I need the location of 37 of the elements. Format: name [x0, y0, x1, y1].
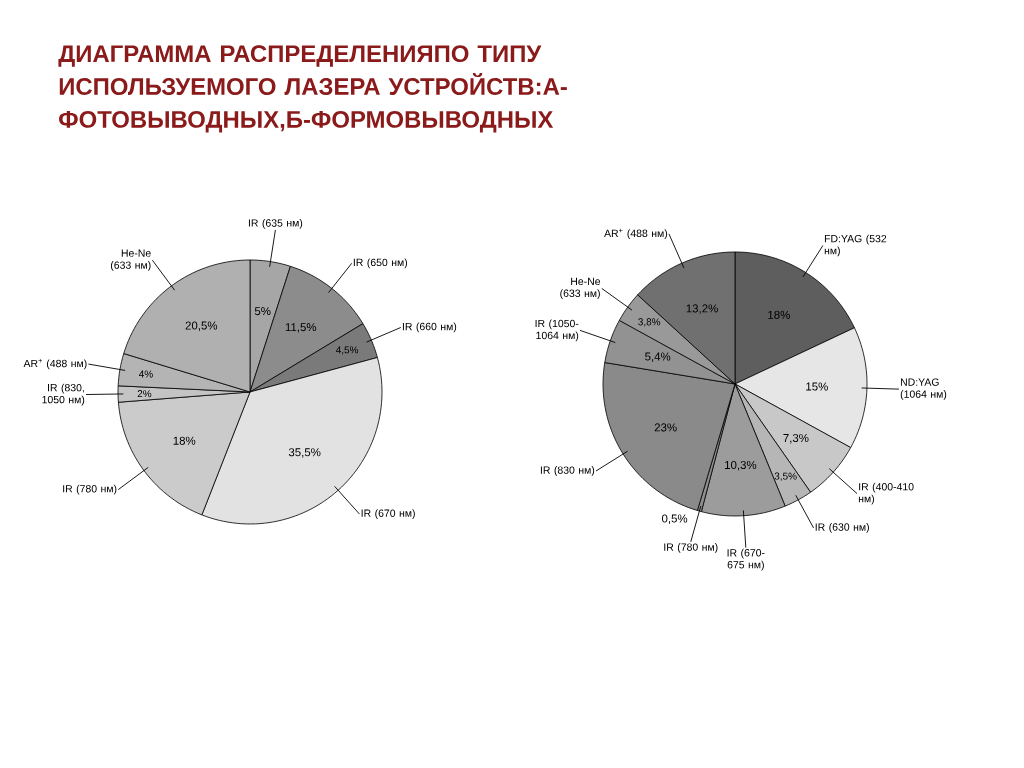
- data-label: 4,5%: [335, 346, 359, 355]
- data-label: 5,4%: [645, 352, 671, 362]
- data-label: 18%: [768, 310, 790, 319]
- data-label: 18%: [173, 436, 196, 445]
- data-label: 4%: [138, 370, 153, 378]
- slice-label: IR (670 нм): [361, 509, 415, 519]
- data-label: 7,3%: [783, 433, 809, 444]
- slice-label: IR (650 нм): [353, 258, 408, 269]
- slice-label: IR (830, 1050 нм): [42, 383, 85, 406]
- data-label: 35,5%: [288, 448, 321, 458]
- slice-label: He-Ne (633 нм): [110, 249, 151, 271]
- data-label: 5%: [254, 307, 271, 316]
- slice-label: IR (400-410 нм): [858, 482, 914, 505]
- slice-label: IR (780 нм): [664, 543, 718, 553]
- slice-label: ND:YAG (1064 нм): [900, 378, 947, 400]
- slice-label: AR$^{+}$ (488 нм): [23, 358, 87, 370]
- data-label: 23%: [654, 423, 677, 432]
- slice-label: He-Ne (633 нм): [560, 277, 601, 300]
- data-label: 2%: [137, 390, 152, 398]
- slice-label: AR$^{+}$ (488 нм): [604, 228, 668, 240]
- slice-label: IR (830 нм): [540, 466, 595, 476]
- data-label: 15%: [806, 382, 828, 391]
- data-label: 3,8%: [638, 318, 661, 327]
- chart-title: ДИАГРАММА РАСПРЕДЕЛЕНИЯПО ТИПУ ИСПОЛЬЗУЕМОГО ЛАЗЕРА УСТРОЙСТВ:А-ФОТОВЫВОДНЫХ,Б-ФОРМОВЫВОДНЫХ: [58, 45, 567, 133]
- slice-label: IR (630 нм): [815, 523, 869, 533]
- slice-label: IR (1050-1064 нм): [535, 319, 579, 342]
- slice-label: FD:YAG (532 нм): [824, 234, 887, 257]
- data-label: 20,5%: [185, 321, 218, 331]
- data-label: 10,3%: [725, 460, 757, 471]
- data-label: 11,5%: [285, 323, 317, 333]
- slice-label: IR (635 нм): [248, 219, 303, 229]
- data-label: 0,5%: [661, 514, 688, 524]
- slice-label: IR (780 нм): [63, 484, 117, 495]
- data-label: 3,5%: [774, 472, 797, 481]
- slice-label: IR (670-675 нм): [727, 548, 765, 571]
- data-label: 13,2%: [686, 304, 718, 314]
- slice-label: IR (660 нм): [402, 322, 457, 333]
